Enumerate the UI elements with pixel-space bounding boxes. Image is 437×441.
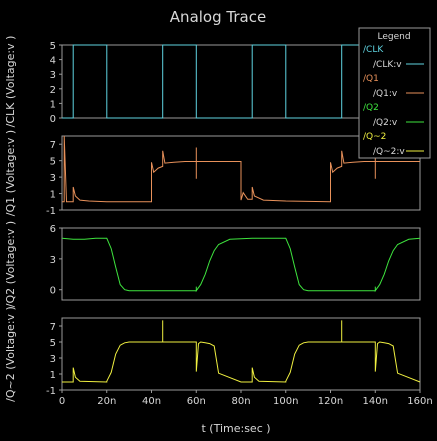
y-axis-label: /Q~2 (Voltage:v ) [4, 306, 17, 402]
panel-1: -1 1 3 5 7/Q1 (Voltage:v ) [4, 130, 421, 217]
y-axis-label: /CLK (Voltage:v ) [4, 36, 17, 128]
x-tick-label: 60n [187, 396, 206, 407]
x-tick-label: 40n [142, 396, 161, 407]
series-line [61, 237, 421, 293]
y-tick-label: 1 [50, 370, 56, 381]
legend-entry-label: /CLK:v [373, 60, 402, 70]
legend-group-label: /CLK [363, 45, 384, 55]
legend-entry-label: /Q~2:v [373, 147, 405, 157]
y-tick-label: 6 [50, 224, 56, 235]
legend-group-label: /Q~2 [363, 132, 386, 142]
legend-entries: /CLK/CLK:v/Q1/Q1:v/Q2/Q2:v/Q~2/Q~2:v [363, 45, 424, 157]
y-tick-label: 1 [50, 190, 56, 201]
panel-2: 0 3 6/Q2 (Voltage:v ) [4, 221, 421, 307]
y-tick-label: 3 [50, 70, 56, 81]
y-tick-label: 3 [50, 354, 56, 365]
legend-title: Legend [377, 32, 410, 42]
x-tick-label: 20n [97, 396, 116, 407]
y-tick-label: 1 [50, 99, 56, 110]
y-tick-label: 7 [50, 322, 56, 333]
panel-frame [61, 227, 421, 301]
y-tick-label: 4 [50, 56, 56, 67]
chart-title: Analog Trace [170, 8, 266, 26]
y-axis-label: /Q2 (Voltage:v ) [4, 221, 17, 307]
legend-entry-label: /Q1:v [373, 89, 398, 99]
x-tick-label: 80n [231, 396, 250, 407]
x-axis-label: t (Time:sec ) [201, 422, 270, 435]
series-line [62, 320, 421, 383]
y-tick-label: -1 [46, 386, 56, 397]
y-tick-label: 5 [50, 41, 56, 52]
series-line [62, 44, 420, 119]
y-tick-label: 0 [50, 286, 56, 297]
x-tick-label: 120n [318, 396, 343, 407]
panel-frame [61, 135, 421, 211]
x-axis: 0 20n 40n 60n 80n 100n 120n 140n 160n [59, 390, 433, 407]
panel-0: 0 1 2 3 4 5/CLK (Voltage:v ) [4, 36, 421, 128]
x-tick-label: 140n [363, 396, 388, 407]
legend-group-label: /Q2 [363, 103, 379, 113]
y-tick-label: 3 [50, 255, 56, 266]
y-tick-label: 5 [50, 338, 56, 349]
legend-group-label: /Q1 [363, 74, 379, 84]
y-tick-label: -1 [46, 206, 56, 217]
y-tick-label: 3 [50, 173, 56, 184]
x-tick-label: 160n [407, 396, 432, 407]
plot-panels: 0 1 2 3 4 5/CLK (Voltage:v ) -1 1 3 5 7/Q1 (Voltag… [4, 36, 421, 402]
legend[interactable]: Legend /CLK/CLK:v/Q1/Q1:v/Q2/Q2:v/Q~2/Q~… [358, 27, 431, 159]
y-tick-label: 0 [50, 114, 56, 125]
series-line [62, 135, 420, 203]
x-tick-label: 0 [59, 396, 65, 407]
y-tick-label: 5 [50, 157, 56, 168]
y-axis-label: /Q1 (Voltage:v ) [4, 130, 17, 216]
y-tick-label: 7 [50, 140, 56, 151]
y-tick-label: 2 [50, 85, 56, 96]
x-tick-label: 100n [273, 396, 298, 407]
legend-entry-label: /Q2:v [373, 118, 398, 128]
